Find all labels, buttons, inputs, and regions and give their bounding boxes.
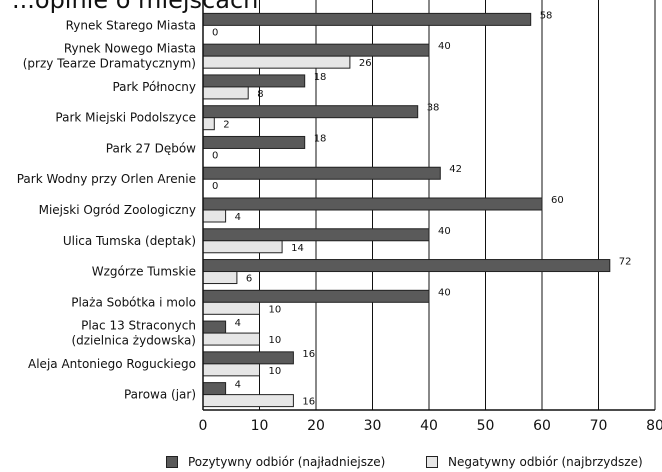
bar-negative	[202, 271, 238, 285]
legend-item-negative: Negatywny odbiór (najbrzydsze)	[426, 455, 643, 469]
x-tick-label: 70	[590, 418, 608, 434]
x-tick-label: 50	[477, 418, 495, 434]
x-tick-label: 60	[533, 418, 551, 434]
data-label-negative: 0	[212, 150, 218, 161]
data-label-negative: 4	[235, 212, 241, 223]
bar-negative	[202, 55, 351, 69]
bar-positive	[202, 351, 294, 365]
data-label-negative: 26	[359, 58, 372, 69]
legend-item-positive: Pozytywny odbiór (najładniejsze)	[166, 455, 385, 469]
data-label-positive: 72	[619, 257, 632, 268]
category-label: Park Północny	[112, 80, 196, 94]
data-label-negative: 14	[291, 243, 304, 254]
data-label-positive: 16	[302, 349, 315, 360]
category-label: Miejski Ogród Zoologiczny	[39, 203, 196, 217]
category-label: Aleja Antoniego Roguckiego	[28, 357, 196, 371]
bar-positive	[202, 12, 532, 26]
bar-positive	[202, 166, 441, 180]
category-label: Parowa (jar)	[124, 388, 196, 402]
data-label-positive: 40	[438, 287, 451, 298]
x-tick-label: 20	[307, 418, 325, 434]
bar-positive	[202, 320, 227, 334]
bar-positive	[202, 197, 543, 211]
data-label-negative: 8	[257, 89, 263, 100]
x-tick-label: 10	[251, 418, 269, 434]
bar-positive	[202, 135, 306, 149]
data-label-positive: 18	[314, 133, 327, 144]
legend: Pozytywny odbiór (najładniejsze) Negatyw…	[0, 455, 662, 472]
category-label: Ulica Tumska (deptak)	[63, 234, 196, 248]
data-label-positive: 18	[314, 72, 327, 83]
category-label: Wzgórze Tumskie	[92, 265, 196, 279]
category-label: Rynek Nowego Miasta	[64, 42, 196, 56]
data-label-positive: 60	[551, 195, 564, 206]
chart-title: ...opinie o miejscach	[12, 0, 259, 14]
bar-positive	[202, 105, 419, 119]
x-tick-label: 40	[420, 418, 438, 434]
data-label-negative: 16	[302, 397, 315, 408]
data-label-negative: 10	[269, 304, 282, 315]
data-label-negative: 2	[223, 120, 229, 131]
bar-positive	[202, 382, 227, 396]
bar-negative	[202, 301, 260, 315]
bar-positive	[202, 228, 430, 242]
x-tick-label: 30	[364, 418, 382, 434]
x-tick-label: 80	[646, 418, 662, 434]
legend-swatch-positive	[166, 456, 178, 468]
bar-positive	[202, 74, 306, 88]
x-tick-label: 0	[199, 418, 208, 434]
bar-negative	[202, 86, 249, 100]
legend-label-positive: Pozytywny odbiór (najładniejsze)	[188, 455, 386, 469]
data-label-negative: 0	[212, 27, 218, 38]
bar-negative	[202, 240, 283, 254]
data-label-positive: 42	[449, 164, 462, 175]
category-label: Rynek Starego Miasta	[66, 18, 196, 32]
bar-negative	[202, 332, 260, 346]
data-label-positive: 38	[427, 103, 440, 114]
bar-negative	[202, 209, 227, 223]
bar-positive	[202, 289, 430, 303]
data-label-positive: 40	[438, 226, 451, 237]
category-label: Plaża Sobótka i molo	[71, 295, 196, 309]
category-label: Park Miejski Podolszyce	[55, 111, 196, 125]
data-label-positive: 4	[235, 380, 241, 391]
bar-negative	[202, 117, 215, 131]
bar-negative	[202, 394, 294, 408]
bar-positive	[202, 259, 611, 273]
legend-swatch-negative	[426, 456, 438, 468]
category-label: Plac 13 Straconych	[81, 319, 196, 333]
data-label-negative: 10	[269, 335, 282, 346]
bar-negative	[202, 363, 260, 377]
data-label-positive: 4	[235, 318, 241, 329]
data-label-positive: 58	[540, 10, 553, 21]
category-label: (dzielnica żydowska)	[71, 334, 196, 348]
data-label-positive: 40	[438, 41, 451, 52]
data-label-negative: 0	[212, 181, 218, 192]
data-label-negative: 6	[246, 274, 252, 285]
category-label: (przy Tearze Dramatycznym)	[23, 57, 196, 71]
bar-positive	[202, 43, 430, 57]
category-label: Park Wodny przy Orlen Arenie	[17, 172, 196, 186]
data-label-negative: 10	[269, 366, 282, 377]
legend-label-negative: Negatywny odbiór (najbrzydsze)	[448, 455, 643, 469]
category-label: Park 27 Dębów	[106, 141, 196, 155]
